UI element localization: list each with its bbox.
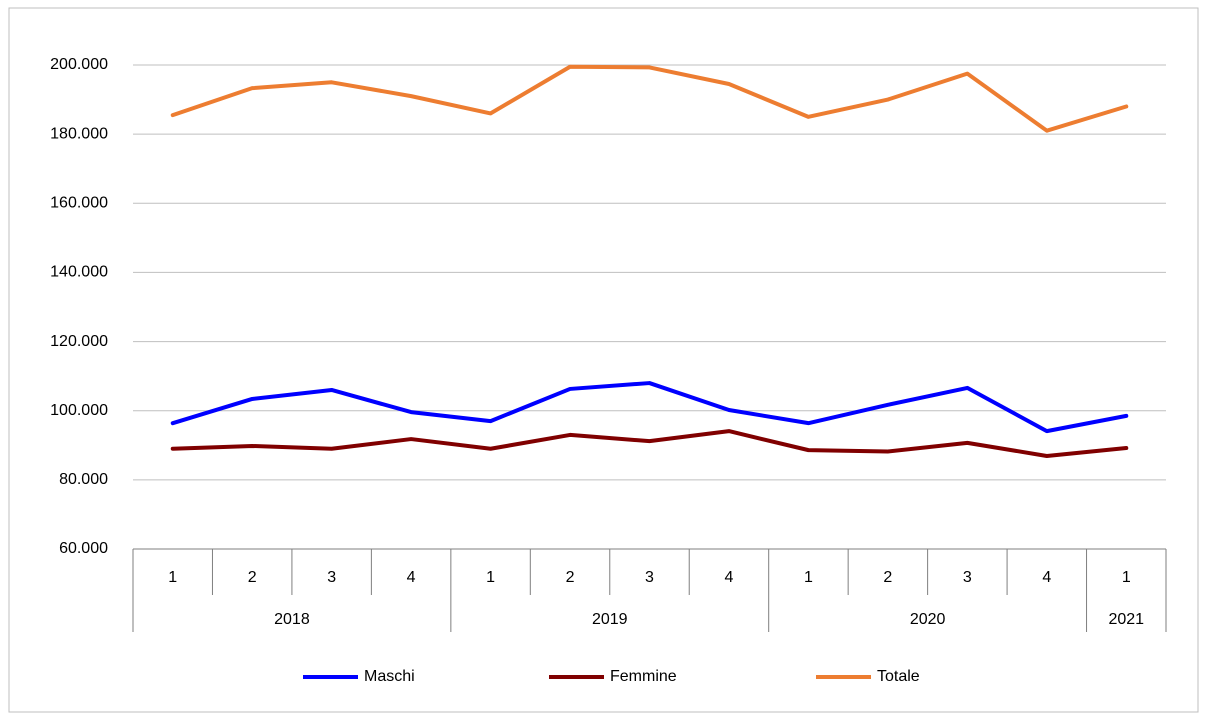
x-tick-label: 1	[804, 569, 813, 586]
x-tick-label: 2	[883, 569, 892, 586]
x-group-label: 2021	[1108, 611, 1144, 628]
legend-label: Maschi	[364, 668, 415, 685]
x-tick-label: 1	[1122, 569, 1131, 586]
y-tick-label: 140.000	[50, 264, 108, 281]
y-tick-label: 60.000	[59, 540, 108, 557]
y-tick-label: 180.000	[50, 125, 108, 142]
y-tick-label: 160.000	[50, 195, 108, 212]
x-group-label: 2018	[274, 611, 310, 628]
y-tick-label: 80.000	[59, 471, 108, 488]
x-tick-label: 1	[486, 569, 495, 586]
x-tick-label: 1	[168, 569, 177, 586]
series-line	[170, 381, 1129, 434]
legend-label: Totale	[877, 668, 920, 685]
x-tick-label: 3	[327, 569, 336, 586]
x-tick-label: 2	[248, 569, 257, 586]
legend-label: Femmine	[610, 668, 677, 685]
x-group-label: 2020	[910, 611, 946, 628]
y-tick-label: 100.000	[50, 402, 108, 419]
x-tick-label: 2	[566, 569, 575, 586]
x-group-label: 2019	[592, 611, 628, 628]
x-tick-label: 3	[645, 569, 654, 586]
series-line	[170, 64, 1129, 133]
series-line	[170, 429, 1129, 459]
x-tick-label: 3	[963, 569, 972, 586]
x-tick-label: 4	[725, 569, 734, 586]
chart-frame	[8, 7, 1199, 713]
y-tick-label: 200.000	[50, 56, 108, 73]
x-tick-label: 4	[407, 569, 416, 586]
y-tick-label: 120.000	[50, 333, 108, 350]
x-tick-label: 4	[1042, 569, 1051, 586]
